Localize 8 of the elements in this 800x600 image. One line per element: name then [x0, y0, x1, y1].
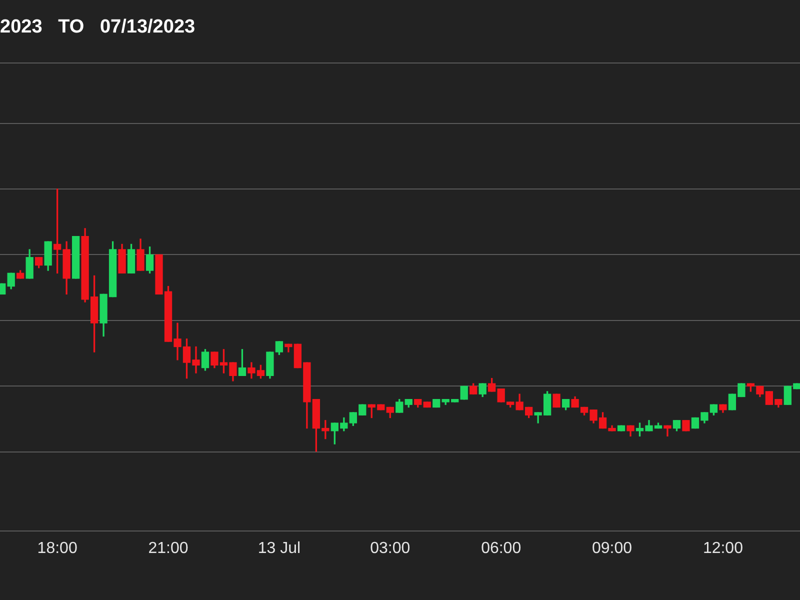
x-tick-label: 03:00: [370, 540, 410, 557]
x-tick-label: 06:00: [481, 540, 522, 557]
x-tick-label: 18:00: [37, 540, 78, 557]
x-tick-label: 09:00: [592, 540, 632, 557]
x-tick-label: 13 Jul: [258, 540, 301, 557]
chart-title: 2023 TO 07/13/2023: [0, 16, 196, 38]
x-tick-label: 12:00: [702, 540, 744, 557]
x-tick-label: 21:00: [148, 540, 188, 557]
